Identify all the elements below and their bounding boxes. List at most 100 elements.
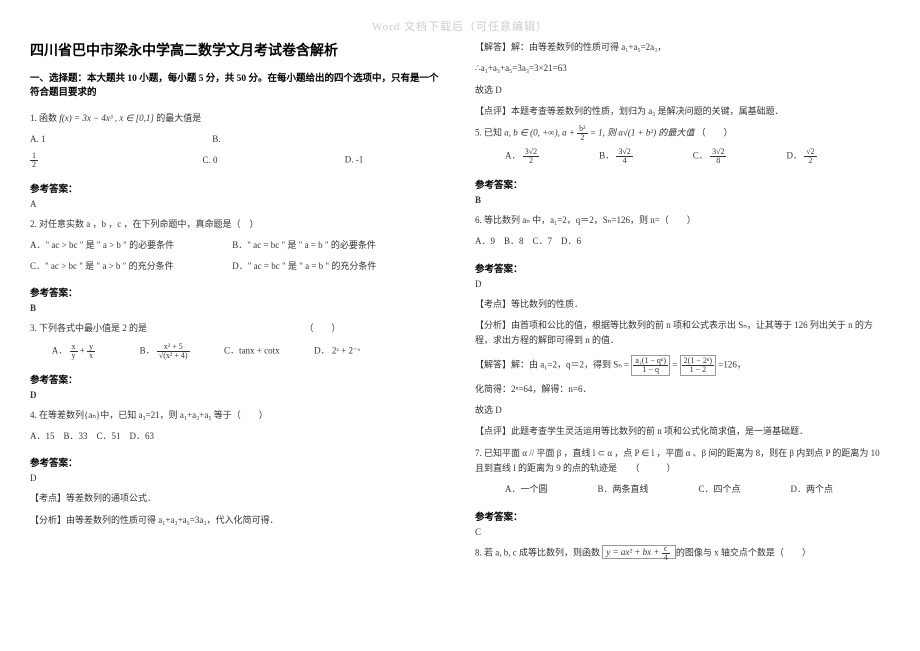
q2-optD: D．" ac = bc " 是 " a = b " 的充分条件 (232, 261, 376, 271)
q6-ans: D (475, 279, 890, 289)
q3-optA-f1-d: y (70, 352, 78, 360)
q8-frac: c 4 (662, 545, 670, 562)
q4-opts: A．15 B．33 C．51 D．63 (30, 429, 445, 443)
q6-jd: 【解答】解：由 a₁=2，q＝2，得到 Sₙ = a₁(1 − qⁿ) 1 − … (475, 355, 890, 376)
q1-frac: 1 2 (30, 152, 38, 169)
q4-stem: 4. 在等差数列{aₙ}中，已知 a₃=21，则 a₁+a₃+a₅ 等于（ ） (30, 408, 445, 423)
q1-optA: A. 1 (30, 132, 210, 146)
q6-stem: 6. 等比数列 aₙ 中，a₁=2，q＝2，Sₙ=126，则 n=（ ） (475, 213, 890, 228)
q3-stem: 3. 下列各式中最小值是 2 的是 （ ） (30, 321, 445, 336)
right-column: 【解答】解：由等差数列的性质可得 a₁+a₅=2a₃， ∴a₁+a₃+a₅=3a… (475, 40, 890, 568)
q5-optD-label: D． (786, 151, 802, 161)
left-column: 四川省巴中市梁永中学高二数学文月考试卷含解析 一、选择题：本大题共 10 小题，… (30, 40, 445, 568)
q3-optA-plus: + (80, 345, 87, 355)
q5-optA-d: 2 (523, 157, 539, 165)
q5-optB-frac: 3√2 4 (616, 148, 632, 165)
q2-optC: C．" ac > bc " 是 " a > b " 的充分条件 (30, 259, 230, 273)
q1-formula: f(x) = 3x − 4x³ , x ∈ [0,1] (59, 113, 154, 123)
q7-stem: 7. 已知平面 α // 平面 β ，直线 l ⊂ α ，点 P ∈ l ，平面… (475, 446, 890, 477)
q4-ans-label: 参考答案： (30, 455, 445, 469)
q5-options: A． 3√2 2 B． 3√2 4 C． 3√2 8 (475, 148, 890, 165)
q3-optA-f1: x y (70, 343, 78, 360)
q3-optB-label: B． (140, 345, 155, 355)
q6-jd3: 故选 D (475, 403, 890, 418)
q7-ans: C (475, 527, 890, 537)
q6-jd-f1: a₁(1 − qⁿ) 1 − q (631, 355, 670, 376)
q6-jd-f1-d: 1 − q (633, 366, 668, 374)
q5-optA-label: A． (505, 151, 521, 161)
q1-optB: B. (212, 134, 220, 144)
q3-optB-f-d: √(x² + 4) (157, 352, 190, 360)
q3-ans-label: 参考答案： (30, 372, 445, 386)
q5-optD-frac: √2 2 (804, 148, 816, 165)
q4-fx: 【分析】由等差数列的性质可得 a₁+a₃+a₅=3a₃，代入化简可得． (30, 513, 445, 528)
q5-optC: C． 3√2 8 (693, 148, 727, 165)
q5-ans-label: 参考答案： (475, 177, 890, 191)
q6-ans-label: 参考答案： (475, 261, 890, 275)
q2-ans-label: 参考答案： (30, 285, 445, 299)
q1-ans-label: 参考答案： (30, 181, 445, 195)
q5-optB: B． 3√2 4 (599, 148, 633, 165)
q6-jd2: 化简得：2ⁿ=64，解得：n=6． (475, 382, 890, 397)
q5-optC-label: C． (693, 151, 708, 161)
q5-optA-frac: 3√2 2 (523, 148, 539, 165)
q5-optD: D． √2 2 (786, 148, 816, 165)
q4-jd3: 故选 D (475, 83, 890, 98)
q8-formula-box: y = ax² + bx + c 4 (602, 545, 676, 559)
q1-stem-pre: 1. 函数 (30, 113, 57, 123)
q1-optD: D. -1 (345, 155, 364, 165)
q5-optC-frac: 3√2 8 (710, 148, 726, 165)
q7-optA: A．一个圆 (505, 482, 548, 496)
q8-frac-d: 4 (662, 554, 670, 562)
q4-jd2: ∴a₁+a₃+a₅=3a₃=3×21=63 (475, 61, 890, 76)
q4-jd: 【解答】解：由等差数列的性质可得 a₁+a₅=2a₃， (475, 40, 890, 55)
q3-optA-f2-d: x (87, 352, 95, 360)
q2-optB: B．" ac = bc " 是 " a = b " 的必要条件 (232, 240, 376, 250)
section-1-heading: 一、选择题：本大题共 10 小题，每小题 5 分，共 50 分。在每小题给出的四… (30, 72, 445, 101)
q7-ans-label: 参考答案： (475, 509, 890, 523)
q2-ans: B (30, 303, 445, 313)
q5-optC-d: 8 (710, 157, 726, 165)
q3-optA-label: A． (52, 345, 68, 355)
q3-optA-f2: y x (87, 343, 95, 360)
q5-frac1-d: 2 (577, 134, 587, 142)
q5-optB-d: 4 (616, 157, 632, 165)
q4-ans: D (30, 473, 445, 483)
q7-optB: B．两条直线 (598, 482, 649, 496)
q6-opts: A．9 B．8 C．7 D．6 (475, 234, 890, 248)
q2-rowAB: A．" ac > bc " 是 " a > b " 的必要条件 B．" ac =… (30, 238, 445, 252)
q8-stem: 8. 若 a, b, c 成等比数列，则函数 y = ax² + bx + c … (475, 545, 890, 562)
q3-optC: C．tanx + cotx (224, 345, 280, 355)
q7-optD: D．两个点 (791, 482, 834, 496)
q5-ans: B (475, 195, 890, 205)
q5-optA: A． 3√2 2 (505, 148, 539, 165)
q2-rowCD: C．" ac > bc " 是 " a > b " 的充分条件 D．" ac =… (30, 259, 445, 273)
q3-optD: D． 2ˣ + 2⁻ˣ (314, 345, 360, 355)
q1-ans: A (30, 199, 445, 209)
q8-stem-pre: 8. 若 a, b, c 成等比数列，则函数 (475, 547, 600, 557)
q1-options-row2: 1 2 C. 0 D. -1 (30, 152, 445, 169)
q6-kd: 【考点】等比数列的性质． (475, 297, 890, 312)
q3-ans: D (30, 390, 445, 400)
q7-optC: C．四个点 (699, 482, 741, 496)
q1-optC: C. 0 (203, 153, 343, 167)
q3-options: A． x y + y x B． x² + 5 √(x² + 4) C．tanx … (30, 343, 445, 360)
doc-title: 四川省巴中市梁永中学高二数学文月考试卷含解析 (30, 40, 445, 60)
q5-stem-post: （ ） (697, 128, 733, 138)
q5-optD-d: 2 (804, 157, 816, 165)
page-container: 四川省巴中市梁永中学高二数学文月考试卷含解析 一、选择题：本大题共 10 小题，… (0, 0, 920, 588)
q5-stem-pre: 5. 已知 (475, 128, 502, 138)
q5-optB-label: B． (599, 151, 614, 161)
q4-kd: 【考点】等差数列的通项公式． (30, 491, 445, 506)
q6-fx: 【分析】由首项和公比的值，根据等比数列的前 n 项和公式表示出 Sₙ，让其等于 … (475, 318, 890, 349)
q6-dp: 【点评】此题考查学生灵活运用等比数列的前 n 项和公式化简求值，是一道基础题． (475, 424, 890, 439)
q5-stem-mid2: = 1, 则 a√(1 + b²) 的最大值 (590, 128, 695, 138)
q5-stem-mid: a, b ∈ (0, +∞), a + (504, 128, 577, 138)
q6-jd-f2: 2(1 − 2ⁿ) 1 − 2 (680, 355, 716, 376)
q6-jd-eq: = (672, 359, 679, 369)
q8-stem-post: 的图像与 x 轴交点个数是（ ） (676, 547, 811, 557)
watermark-text: Word 文档下载后（可任意编辑） (0, 18, 920, 34)
q6-jd-f2-d: 1 − 2 (682, 366, 714, 374)
q6-jd-pre: 【解答】解：由 a₁=2，q＝2，得到 Sₙ = (475, 359, 629, 369)
q5-stem: 5. 已知 a, b ∈ (0, +∞), a + b² 2 = 1, 则 a√… (475, 125, 890, 142)
